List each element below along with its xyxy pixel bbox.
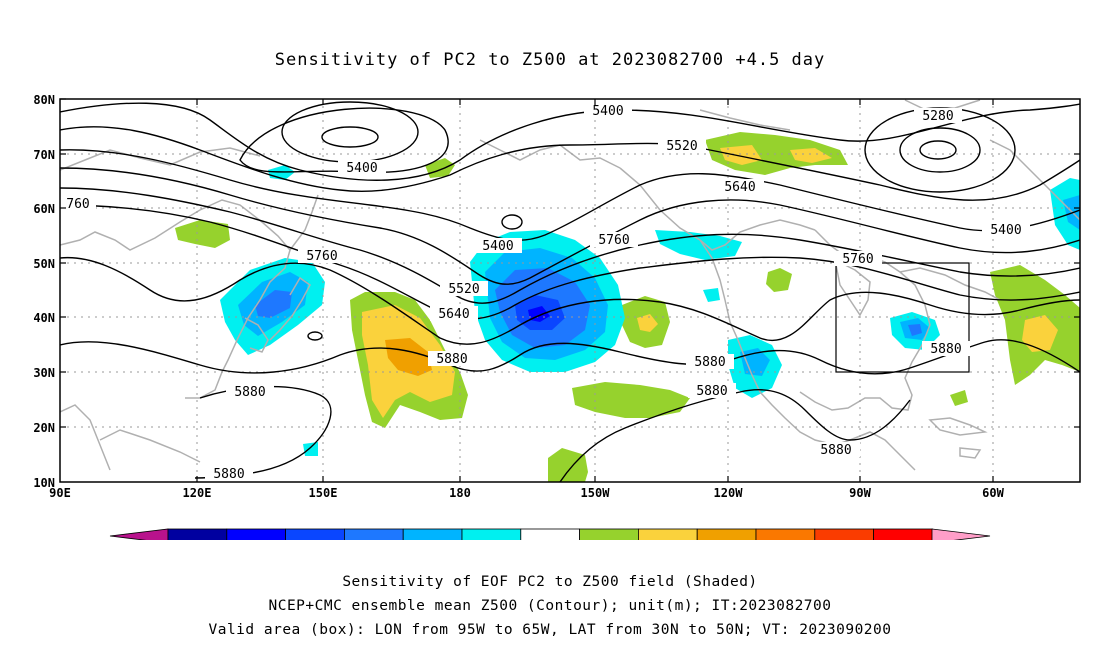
lat-label: 70N (33, 148, 55, 162)
colorbar-cell (696, 528, 757, 540)
contour-label: 5880 (226, 384, 274, 400)
contour-label: 5400 (982, 222, 1030, 238)
svg-text:5880: 5880 (213, 467, 244, 482)
contour-label: 5880 (922, 341, 970, 357)
contour-label: 5400 (584, 103, 632, 119)
contour-label: 5760 (298, 248, 346, 264)
contour-label: 5640 (430, 306, 478, 322)
caption-line-2: NCEP+CMC ensemble mean Z500 (Contour); u… (268, 598, 832, 614)
svg-text:5400: 5400 (346, 161, 377, 176)
colorbar-cell (638, 528, 698, 540)
contour-label: 5880 (688, 383, 736, 399)
svg-text:5400: 5400 (482, 239, 513, 254)
contour-label: 5880 (812, 442, 860, 458)
colorbar-cell (402, 528, 463, 540)
lat-label: 60N (33, 202, 55, 216)
colorbar: -0.9-0.8-0.7-0.6-0.5-0.4-0.30.30.40.50.6… (109, 528, 991, 540)
svg-text:5400: 5400 (592, 104, 623, 119)
caption-line-1: Sensitivity of EOF PC2 to Z500 field (Sh… (342, 574, 758, 590)
colorbar-cell (579, 528, 639, 540)
axis-ticks (60, 98, 1080, 482)
colorbar-low-arrow (109, 528, 169, 540)
contour-label: 5880 (428, 351, 476, 367)
svg-text:5520: 5520 (666, 139, 697, 154)
contour-label: 5520 (440, 281, 488, 297)
contour-label: 5760 (590, 232, 638, 248)
lon-label: 150E (309, 486, 338, 500)
valid-area-box (835, 262, 970, 373)
svg-text:5880: 5880 (436, 352, 467, 367)
map-title: Sensitivity of PC2 to Z500 at 2023082700… (274, 50, 826, 70)
contour-label: 5400 (338, 160, 386, 176)
contour-label: 5880 (686, 354, 734, 370)
svg-text:5760: 5760 (842, 252, 873, 267)
caption-line-3: Valid area (box): LON from 95W to 65W, L… (208, 622, 892, 638)
contour-label: 5640 (716, 179, 764, 195)
lat-label: 80N (33, 93, 55, 107)
colorbar-cell (167, 528, 228, 540)
contour-label: 760 (60, 196, 96, 212)
svg-text:5520: 5520 (448, 282, 479, 297)
svg-text:5880: 5880 (694, 355, 725, 370)
contour-labels: 5400 5280 5520 5400 5640 760 5400 5760 5… (60, 103, 1030, 482)
svg-text:5640: 5640 (724, 180, 755, 195)
lon-label: 180 (449, 486, 471, 500)
lat-label: 10N (33, 476, 55, 490)
lon-label: 90E (49, 486, 71, 500)
colorbar-cell (814, 528, 874, 540)
lat-label: 40N (33, 311, 55, 325)
map-frame (59, 98, 1081, 483)
svg-text:5400: 5400 (990, 223, 1021, 238)
lon-label: 120W (714, 486, 744, 500)
contour-label: 5760 (834, 251, 882, 267)
colorbar-cell (285, 528, 345, 540)
svg-text:5280: 5280 (922, 109, 953, 124)
positive-sensitivity-shading (175, 132, 1080, 482)
lon-label: 90W (849, 486, 871, 500)
lat-label: 20N (33, 421, 55, 435)
colorbar-cell (461, 528, 522, 540)
svg-text:5760: 5760 (598, 233, 629, 248)
lon-label: 150W (581, 486, 611, 500)
colorbar-cell (755, 528, 816, 540)
sensitivity-map: 5400 5280 5520 5400 5640 760 5400 5760 5… (33, 93, 1081, 540)
colorbar-cell (520, 528, 580, 540)
svg-text:5880: 5880 (930, 342, 961, 357)
colorbar-cell (873, 528, 933, 540)
svg-text:5880: 5880 (234, 385, 265, 400)
contour-label: 5280 (914, 108, 962, 124)
contour-label: 5400 (474, 238, 522, 254)
contour-label: 5880 (205, 466, 253, 482)
svg-text:5640: 5640 (438, 307, 469, 322)
svg-text:5880: 5880 (820, 443, 851, 458)
latitude-labels: 80N 70N 60N 50N 40N 30N 20N 10N (33, 93, 55, 490)
negative-sensitivity-shading (220, 165, 1080, 456)
lon-label: 120E (183, 486, 212, 500)
longitude-labels: 90E 120E 150E 180 150W 120W 90W 60W (49, 486, 1004, 500)
lon-label: 60W (982, 486, 1004, 500)
colorbar-high-arrow (931, 528, 991, 540)
svg-text:760: 760 (66, 197, 89, 212)
colorbar-cell (343, 528, 404, 540)
colorbar-cell (226, 528, 287, 540)
lat-label: 30N (33, 366, 55, 380)
svg-text:5760: 5760 (306, 249, 337, 264)
svg-text:5880: 5880 (696, 384, 727, 399)
contour-label: 5520 (658, 138, 706, 154)
lat-label: 50N (33, 257, 55, 271)
